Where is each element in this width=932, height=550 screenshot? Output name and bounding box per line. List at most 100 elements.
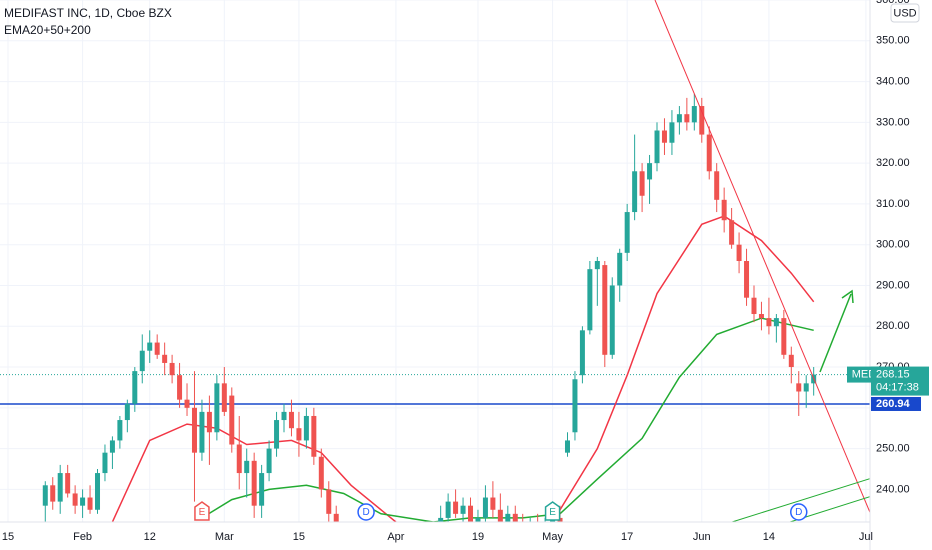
currency-button[interactable]: USD bbox=[890, 3, 920, 23]
candle-body bbox=[453, 501, 459, 514]
candle-body bbox=[311, 415, 317, 457]
candle-body bbox=[139, 350, 145, 372]
last-price-box bbox=[871, 366, 929, 396]
candle-body bbox=[221, 383, 227, 412]
y-tick-label: 250.00 bbox=[876, 443, 910, 455]
candle-body bbox=[169, 362, 175, 376]
candle-body bbox=[57, 473, 63, 502]
y-tick-label: 240.00 bbox=[876, 483, 910, 495]
arrow-line[interactable] bbox=[819, 293, 852, 373]
candle-body bbox=[788, 354, 794, 368]
candle-body bbox=[274, 420, 280, 449]
candle-body bbox=[609, 285, 615, 355]
candle-body bbox=[214, 383, 220, 433]
candle-body bbox=[468, 505, 474, 522]
x-tick-label: Feb bbox=[73, 531, 92, 543]
candle-body bbox=[624, 212, 630, 253]
candle-body bbox=[654, 130, 660, 164]
candle-body bbox=[594, 261, 600, 270]
candle-body bbox=[95, 473, 101, 510]
candle-body bbox=[124, 403, 130, 421]
candle-body bbox=[288, 411, 294, 429]
event-marker bbox=[790, 503, 808, 521]
button-frame[interactable] bbox=[890, 3, 920, 23]
candle-body bbox=[639, 171, 645, 196]
candle-body bbox=[191, 407, 197, 453]
x-tick-label: 12 bbox=[144, 531, 156, 543]
candle-body bbox=[729, 220, 735, 245]
candle-body bbox=[251, 460, 257, 506]
x-tick-label: Mar bbox=[215, 531, 234, 543]
candle-body bbox=[676, 114, 682, 123]
candle-body bbox=[758, 314, 764, 319]
candle-body bbox=[721, 199, 727, 221]
candle-body bbox=[669, 122, 675, 143]
candle-body bbox=[154, 342, 160, 355]
candle-body bbox=[475, 517, 481, 522]
candle-body bbox=[617, 252, 623, 286]
candle-body bbox=[244, 460, 250, 474]
candle-body bbox=[781, 318, 787, 355]
candle-body bbox=[65, 473, 71, 494]
hline-price-label: 260.94 bbox=[876, 398, 911, 410]
event-label: E bbox=[199, 507, 206, 518]
y-tick-label: 290.00 bbox=[876, 279, 910, 291]
x-tick-label: 17 bbox=[621, 531, 633, 543]
candle-body bbox=[751, 297, 757, 315]
candle-body bbox=[714, 171, 720, 200]
x-tick-label: Jul bbox=[859, 531, 873, 543]
candle-body bbox=[564, 440, 570, 453]
candle-body bbox=[50, 485, 56, 502]
candle-body bbox=[632, 171, 638, 213]
candle-body bbox=[647, 163, 653, 180]
candle-body bbox=[72, 493, 78, 506]
candle-body bbox=[326, 489, 332, 514]
candle-body bbox=[236, 444, 242, 474]
candle-body bbox=[602, 265, 608, 355]
event-label: E bbox=[549, 507, 556, 518]
x-tick-label: 15 bbox=[2, 531, 14, 543]
x-tick-label: 14 bbox=[763, 531, 775, 543]
y-tick-label: 300.00 bbox=[876, 239, 910, 251]
indicator-label: EMA20+50+200 bbox=[4, 23, 91, 37]
event-label: D bbox=[362, 507, 369, 518]
candle-body bbox=[438, 517, 444, 522]
candle-body bbox=[109, 440, 115, 453]
trend-line[interactable] bbox=[654, 0, 874, 522]
y-tick-label: 310.00 bbox=[876, 198, 910, 210]
candle-body bbox=[184, 399, 190, 408]
candle-body bbox=[796, 383, 802, 392]
candle-body bbox=[512, 513, 518, 522]
candle-body bbox=[281, 411, 287, 421]
candle-body bbox=[266, 448, 272, 474]
event-marker bbox=[194, 501, 210, 521]
candle-body bbox=[744, 261, 750, 298]
event-marker bbox=[544, 501, 561, 521]
candle-body bbox=[736, 244, 742, 261]
arrow-head bbox=[841, 289, 854, 304]
candle-body bbox=[661, 130, 667, 143]
candle-body bbox=[147, 342, 153, 351]
x-tick-label: 15 bbox=[293, 531, 305, 543]
currency-label[interactable]: USD bbox=[893, 7, 916, 19]
candle-body bbox=[87, 497, 93, 510]
candle-body bbox=[587, 269, 593, 331]
candle-body bbox=[199, 411, 205, 453]
candle-body bbox=[333, 513, 339, 522]
candle-body bbox=[132, 371, 138, 404]
candle-body bbox=[684, 114, 690, 123]
candle-body bbox=[766, 318, 772, 327]
ema-line bbox=[111, 215, 815, 522]
x-tick-label: Apr bbox=[387, 531, 404, 543]
candle-body bbox=[773, 318, 779, 327]
channel-line[interactable] bbox=[731, 478, 872, 522]
candle-body bbox=[579, 330, 585, 376]
candle-body bbox=[303, 415, 309, 441]
candle-body bbox=[318, 456, 324, 490]
candle-body bbox=[42, 485, 48, 506]
